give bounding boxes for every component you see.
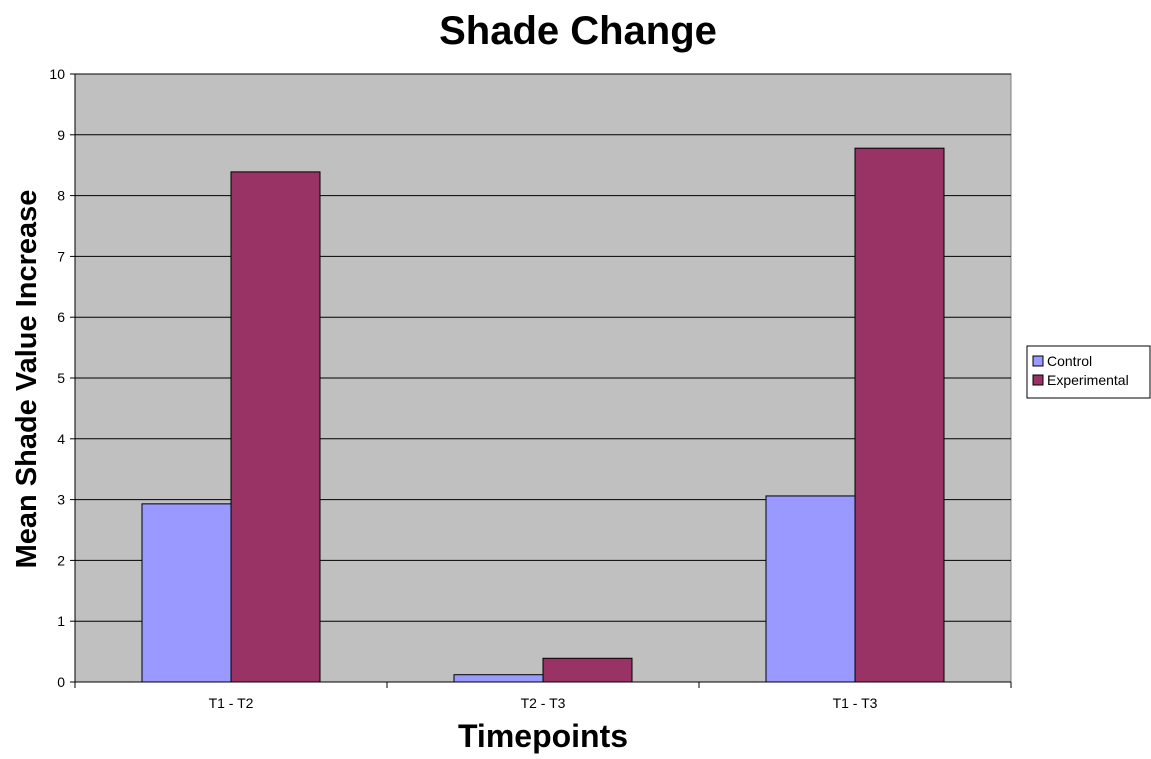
bar-control-0 — [141, 503, 232, 683]
x-tick-label-2: T1 - T3 — [833, 695, 878, 711]
y-tick-label-0: 0 — [57, 674, 65, 690]
chart-title: Shade Change — [439, 9, 717, 53]
y-tick-label-3: 3 — [57, 492, 65, 508]
bar-control-2 — [765, 495, 856, 683]
legend-label-control: Control — [1047, 353, 1092, 369]
y-tick-label-6: 6 — [57, 309, 65, 325]
y-tick-label-10: 10 — [49, 66, 65, 82]
x-axis-label: Timepoints — [458, 718, 628, 754]
bar-experimental-0 — [230, 171, 321, 683]
y-tick-label-5: 5 — [57, 370, 65, 386]
bar-experimental-1 — [542, 657, 633, 683]
plot-area: 0 1 2 3 4 5 6 7 8 9 10 T1 - T2 T2 - T3 T1 - T3 — [49, 66, 1012, 711]
y-tick-label-1: 1 — [57, 613, 65, 629]
bar-control-1 — [453, 674, 544, 683]
bar-experimental-2 — [854, 147, 945, 683]
y-tick-label-7: 7 — [57, 248, 65, 264]
legend-box — [1026, 345, 1151, 399]
x-tick-label-0: T1 - T2 — [209, 695, 254, 711]
x-tick-label-1: T2 - T3 — [521, 695, 566, 711]
legend-swatch-experimental — [1032, 374, 1044, 386]
legend: Control Experimental — [1026, 345, 1151, 399]
legend-swatch-control — [1032, 355, 1044, 367]
y-tick-label-4: 4 — [57, 431, 65, 447]
y-tick-label-8: 8 — [57, 188, 65, 204]
legend-label-experimental: Experimental — [1047, 372, 1129, 388]
y-axis-label: Mean Shade Value Increase — [11, 190, 43, 569]
y-tick-label-2: 2 — [57, 552, 65, 568]
y-tick-label-9: 9 — [57, 127, 65, 143]
